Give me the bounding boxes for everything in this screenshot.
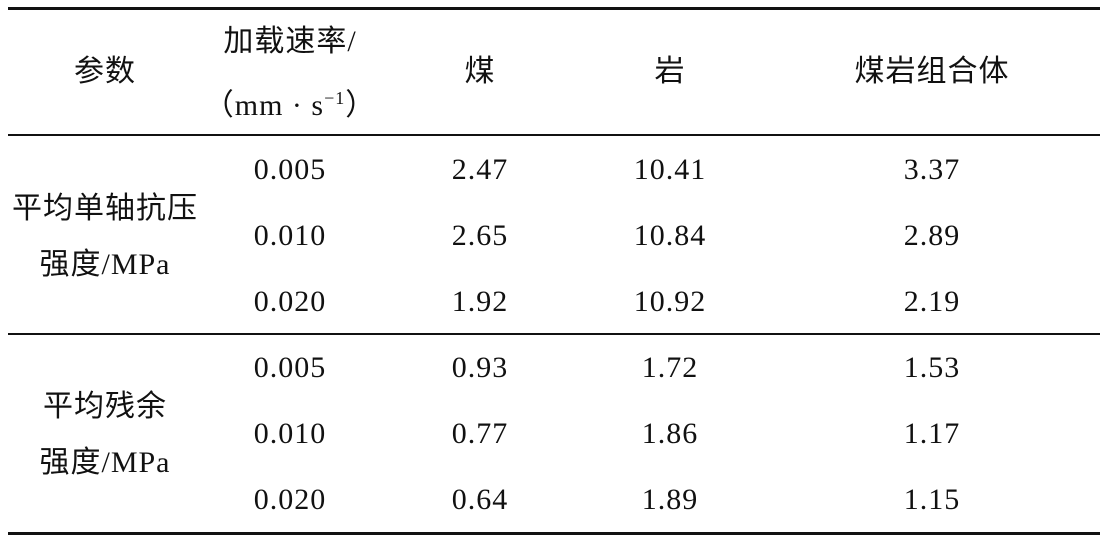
table-cell: 0.010 [253, 219, 327, 252]
group-rule [8, 333, 1100, 335]
unit-exponent: −1 [324, 88, 346, 108]
header-cell: 煤岩组合体 [854, 55, 1010, 88]
table-cell: 1.15 [903, 483, 961, 516]
group-label: 强度/MPa [39, 248, 171, 281]
table-cell: 10.41 [633, 153, 707, 186]
unit-close: ） [345, 89, 377, 122]
header-unit: （mm · s−1） [204, 81, 377, 123]
table-cell: 10.84 [633, 219, 707, 252]
header-rule [8, 134, 1100, 136]
table-cell: 2.47 [451, 153, 509, 186]
table-cell: 0.010 [253, 417, 327, 450]
table-cell: 0.005 [253, 153, 327, 186]
header-cell: 岩 [654, 55, 686, 88]
group-label: 平均残余 [43, 390, 167, 423]
top-rule [8, 7, 1100, 10]
table-cell: 0.020 [253, 483, 327, 516]
header-cell: 加载速率/ [223, 25, 357, 58]
table-cell: 2.65 [451, 219, 509, 252]
table-cell: 0.005 [253, 351, 327, 384]
group-label: 平均单轴抗压 [12, 192, 198, 225]
header-cell: 参数 [74, 55, 136, 88]
group-label: 强度/MPa [39, 446, 171, 479]
table-cell: 3.37 [903, 153, 961, 186]
table-cell: 0.77 [451, 417, 509, 450]
table-cell: 2.19 [903, 285, 961, 318]
table-cell: 10.92 [633, 285, 707, 318]
table-cell: 0.020 [253, 285, 327, 318]
table-cell: 0.64 [451, 483, 509, 516]
table-cell: 1.86 [641, 417, 699, 450]
header-cell: 煤 [464, 55, 496, 88]
table-cell: 1.89 [641, 483, 699, 516]
table-cell: 1.53 [903, 351, 961, 384]
table-cell: 0.93 [451, 351, 509, 384]
table-cell: 2.89 [903, 219, 961, 252]
table-cell: 1.92 [451, 285, 509, 318]
bottom-rule [8, 532, 1100, 535]
unit-open: （mm · s [203, 89, 325, 122]
table-cell: 1.72 [641, 351, 699, 384]
table-cell: 1.17 [903, 417, 961, 450]
